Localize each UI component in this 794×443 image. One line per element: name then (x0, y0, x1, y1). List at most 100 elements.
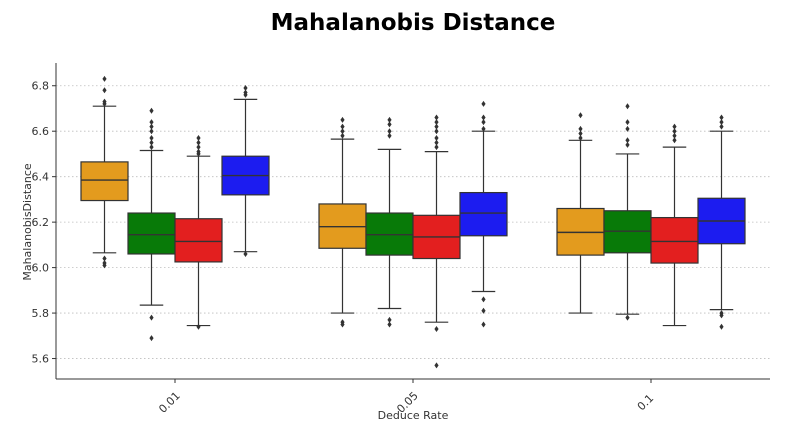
outlier-point (387, 116, 392, 123)
outlier-point (149, 135, 154, 142)
box-0.01-3 (174, 135, 223, 330)
outlier-point (340, 128, 345, 135)
outlier-point (672, 132, 677, 139)
x-tick-label: 0.1 (635, 392, 657, 414)
outlier-point (149, 119, 154, 126)
outlier-point (434, 139, 439, 146)
outlier-point (434, 119, 439, 126)
y-tick-label: 6.0 (32, 262, 50, 275)
outlier-point (102, 100, 107, 107)
outlier-point (149, 314, 154, 321)
outlier-point (578, 125, 583, 132)
box-iqr (80, 161, 129, 202)
y-ticks: 5.6 5.8 6.0 6.2 6.4 6.6 6.8 (32, 80, 56, 366)
y-tick-label: 6.6 (32, 125, 50, 138)
outlier-point (387, 121, 392, 128)
outlier-point (434, 144, 439, 151)
outlier-point (719, 312, 724, 319)
outlier-point (340, 123, 345, 130)
box-0.01-4 (221, 85, 270, 257)
outlier-point (434, 325, 439, 332)
outlier-point (672, 137, 677, 144)
y-tick-label: 5.8 (32, 307, 50, 320)
outlier-point (434, 135, 439, 142)
outlier-point (196, 144, 201, 151)
outlier-point (578, 112, 583, 119)
outlier-point (387, 128, 392, 135)
outlier-point (340, 116, 345, 123)
box-iqr (174, 218, 223, 263)
box-0.1-4 (697, 114, 746, 330)
outlier-point (625, 314, 630, 321)
outlier-point (481, 307, 486, 314)
outlier-point (102, 75, 107, 82)
outlier-point (481, 321, 486, 328)
chart-title: Mahalanobis Distance (271, 10, 556, 36)
outlier-point (672, 128, 677, 135)
outlier-point (387, 316, 392, 323)
box-0.1-1 (556, 112, 605, 314)
outlier-point (340, 321, 345, 328)
outlier-point (481, 119, 486, 126)
outlier-point (625, 137, 630, 144)
outlier-point (149, 139, 154, 146)
box-0.01-1 (80, 75, 129, 269)
outlier-point (578, 130, 583, 137)
outlier-point (102, 87, 107, 94)
outlier-point (196, 150, 201, 157)
outlier-point (481, 296, 486, 303)
outlier-point (481, 100, 486, 107)
y-tick-label: 6.8 (32, 80, 50, 93)
outlier-point (149, 335, 154, 342)
box-0.01-2 (127, 107, 176, 342)
y-tick-label: 6.2 (32, 216, 50, 229)
box-0.05-1 (318, 116, 367, 328)
outlier-point (243, 85, 248, 92)
outlier-point (102, 262, 107, 269)
outlier-point (578, 135, 583, 142)
outlier-point (719, 323, 724, 330)
box-0.1-3 (650, 123, 699, 327)
box-0.05-3 (412, 114, 461, 369)
outlier-point (672, 123, 677, 130)
outlier-point (434, 128, 439, 135)
outlier-point (434, 362, 439, 369)
outlier-point (387, 321, 392, 328)
outlier-point (387, 132, 392, 139)
box-iqr (459, 191, 508, 237)
box-0.05-2 (365, 116, 414, 328)
y-axis-label: MahalanobisDistance (21, 163, 34, 281)
box-0.05-4 (459, 100, 508, 328)
outlier-point (434, 114, 439, 121)
outlier-point (243, 250, 248, 257)
outlier-point (719, 123, 724, 130)
outlier-point (243, 91, 248, 98)
outlier-point (625, 125, 630, 132)
outlier-point (719, 119, 724, 126)
outlier-point (149, 107, 154, 114)
outlier-point (196, 323, 201, 330)
y-tick-label: 5.6 (32, 353, 50, 366)
outlier-point (149, 144, 154, 151)
outlier-point (481, 114, 486, 121)
outlier-point (149, 128, 154, 135)
outlier-point (196, 139, 201, 146)
x-axis-label: Deduce Rate (378, 409, 449, 422)
y-tick-label: 6.4 (32, 171, 50, 184)
box-iqr (127, 212, 176, 255)
box-iqr (650, 216, 699, 264)
outlier-point (149, 123, 154, 130)
outlier-point (340, 132, 345, 139)
plot-area (80, 75, 746, 369)
outlier-point (102, 255, 107, 262)
outlier-point (196, 135, 201, 142)
outlier-point (625, 103, 630, 110)
outlier-point (625, 141, 630, 148)
x-tick-label: 0.01 (156, 389, 183, 416)
outlier-point (625, 119, 630, 126)
outlier-point (481, 125, 486, 132)
outlier-point (434, 123, 439, 130)
box-0.1-2 (603, 103, 652, 321)
outlier-point (719, 114, 724, 121)
